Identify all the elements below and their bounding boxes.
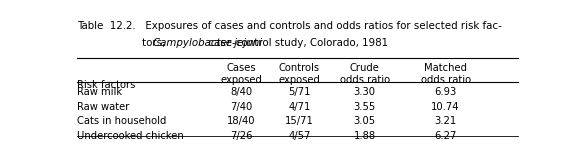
Text: Table  12.2.   Exposures of cases and controls and odds ratios for selected risk: Table 12.2. Exposures of cases and contr…	[77, 21, 502, 31]
Text: 3.55: 3.55	[354, 102, 376, 112]
Text: 3.21: 3.21	[434, 116, 456, 126]
Text: Raw milk: Raw milk	[77, 87, 122, 97]
Text: Raw water: Raw water	[77, 102, 129, 112]
Text: 4/57: 4/57	[288, 131, 311, 141]
Text: 15/71: 15/71	[285, 116, 314, 126]
Text: Campylobacter jejuni: Campylobacter jejuni	[153, 38, 263, 48]
Text: 7/40: 7/40	[230, 102, 252, 112]
Text: 3.05: 3.05	[354, 116, 376, 126]
Text: 4/71: 4/71	[288, 102, 311, 112]
Text: Cats in household: Cats in household	[77, 116, 166, 126]
Text: 1.88: 1.88	[354, 131, 376, 141]
Text: 3.30: 3.30	[354, 87, 376, 97]
Text: tors,: tors,	[142, 38, 169, 48]
Text: Undercooked chicken: Undercooked chicken	[77, 131, 184, 141]
Text: Crude
odds ratio: Crude odds ratio	[340, 63, 390, 85]
Text: 8/40: 8/40	[230, 87, 252, 97]
Text: 5/71: 5/71	[288, 87, 311, 97]
Text: Controls
exposed: Controls exposed	[278, 63, 320, 85]
Text: 18/40: 18/40	[227, 116, 255, 126]
Text: 6.93: 6.93	[434, 87, 456, 97]
Text: 10.74: 10.74	[432, 102, 460, 112]
Text: Risk factors: Risk factors	[77, 80, 135, 90]
Text: Matched
odds ratio: Matched odds ratio	[420, 63, 470, 85]
Text: case-control study, Colorado, 1981: case-control study, Colorado, 1981	[205, 38, 388, 48]
Text: 6.27: 6.27	[434, 131, 457, 141]
Text: 7/26: 7/26	[230, 131, 252, 141]
Text: Cases
exposed: Cases exposed	[220, 63, 262, 85]
